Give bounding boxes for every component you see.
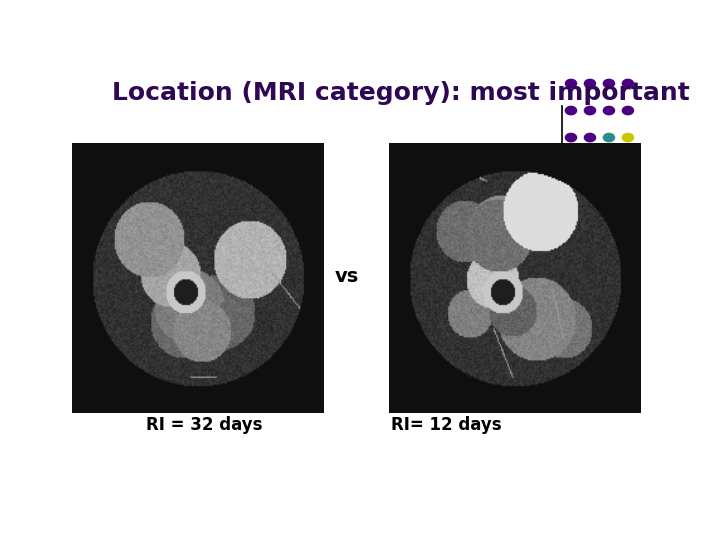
Circle shape [603, 79, 615, 87]
Circle shape [622, 133, 634, 141]
Circle shape [565, 214, 577, 223]
Circle shape [585, 133, 595, 141]
Circle shape [565, 268, 577, 277]
Circle shape [565, 160, 577, 168]
Circle shape [603, 214, 615, 223]
Circle shape [622, 160, 634, 168]
Circle shape [603, 268, 615, 277]
Circle shape [603, 241, 615, 250]
Text: RF-CT: RF-CT [145, 152, 200, 170]
Circle shape [585, 268, 595, 277]
Circle shape [565, 106, 577, 114]
Text: RI = 32 days: RI = 32 days [145, 416, 262, 434]
Text: RI= 12 days: RI= 12 days [392, 416, 502, 434]
Circle shape [565, 133, 577, 141]
Point [557, 103, 566, 110]
Text: vs: vs [335, 267, 359, 286]
Circle shape [603, 106, 615, 114]
Circle shape [565, 241, 577, 250]
Circle shape [622, 241, 634, 250]
Circle shape [585, 106, 595, 114]
Circle shape [622, 106, 634, 114]
Circle shape [603, 133, 615, 141]
Circle shape [585, 79, 595, 87]
Circle shape [585, 187, 595, 196]
Circle shape [622, 268, 634, 277]
Circle shape [622, 187, 634, 196]
Circle shape [622, 79, 634, 87]
Circle shape [585, 214, 595, 223]
Circle shape [585, 241, 595, 250]
Circle shape [603, 187, 615, 196]
Text: CSA % = 42: CSA % = 42 [145, 177, 254, 195]
Circle shape [585, 160, 595, 168]
Text: Location (MRI category): most important: Location (MRI category): most important [112, 82, 690, 105]
Point [557, 402, 566, 409]
Circle shape [622, 214, 634, 223]
Circle shape [603, 160, 615, 168]
Text: CSA % = 46: CSA % = 46 [392, 177, 500, 195]
Circle shape [565, 187, 577, 196]
Circle shape [565, 79, 577, 87]
Text: RF-peri: RF-peri [392, 152, 459, 170]
